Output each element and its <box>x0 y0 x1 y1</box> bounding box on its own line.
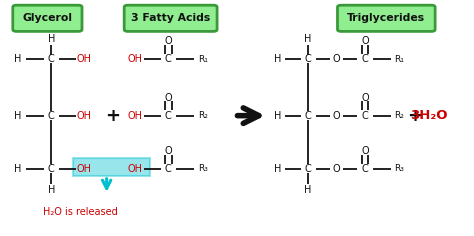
Text: C: C <box>165 164 172 174</box>
Text: OH: OH <box>128 54 143 64</box>
Text: H: H <box>273 164 281 174</box>
Text: C: C <box>48 54 55 64</box>
Text: C: C <box>362 111 368 121</box>
Text: OH: OH <box>77 111 92 121</box>
Text: C: C <box>48 111 55 121</box>
Text: O: O <box>333 164 340 174</box>
Text: C: C <box>48 164 55 174</box>
Text: Glycerol: Glycerol <box>22 13 73 23</box>
Text: H: H <box>304 185 312 195</box>
Text: O: O <box>361 93 369 103</box>
Text: R₁: R₁ <box>198 55 208 63</box>
Text: OH: OH <box>128 164 143 174</box>
Text: 3 Fatty Acids: 3 Fatty Acids <box>131 13 210 23</box>
Text: O: O <box>164 93 172 103</box>
Text: R₂: R₂ <box>394 111 404 120</box>
Text: +: + <box>105 107 120 125</box>
Text: O: O <box>164 146 172 156</box>
Text: C: C <box>305 111 311 121</box>
Text: C: C <box>165 111 172 121</box>
Text: H: H <box>14 54 22 64</box>
Text: H: H <box>14 111 22 121</box>
Text: +: + <box>407 107 422 125</box>
Text: C: C <box>362 164 368 174</box>
Text: O: O <box>333 54 340 64</box>
Text: OH: OH <box>77 164 92 174</box>
Text: R₃: R₃ <box>198 164 208 173</box>
Text: O: O <box>333 111 340 121</box>
Text: H: H <box>14 164 22 174</box>
Text: H₂O is released: H₂O is released <box>43 207 118 217</box>
Text: O: O <box>361 146 369 156</box>
Text: O: O <box>361 36 369 46</box>
Text: C: C <box>165 54 172 64</box>
Text: OH: OH <box>77 54 92 64</box>
Text: C: C <box>305 54 311 64</box>
Text: C: C <box>305 164 311 174</box>
Text: H: H <box>47 185 55 195</box>
FancyBboxPatch shape <box>337 5 435 31</box>
Text: H: H <box>47 34 55 44</box>
Text: H: H <box>273 111 281 121</box>
Text: R₁: R₁ <box>394 55 404 63</box>
Text: Triglycerides: Triglycerides <box>347 13 425 23</box>
FancyBboxPatch shape <box>124 5 217 31</box>
Text: OH: OH <box>128 111 143 121</box>
Text: C: C <box>362 54 368 64</box>
Text: R₃: R₃ <box>394 164 404 173</box>
Text: H: H <box>273 54 281 64</box>
FancyBboxPatch shape <box>73 158 150 176</box>
Text: R₂: R₂ <box>198 111 208 120</box>
Text: 3H₂O: 3H₂O <box>410 109 447 122</box>
Text: H: H <box>304 34 312 44</box>
Text: O: O <box>164 36 172 46</box>
FancyBboxPatch shape <box>13 5 82 31</box>
